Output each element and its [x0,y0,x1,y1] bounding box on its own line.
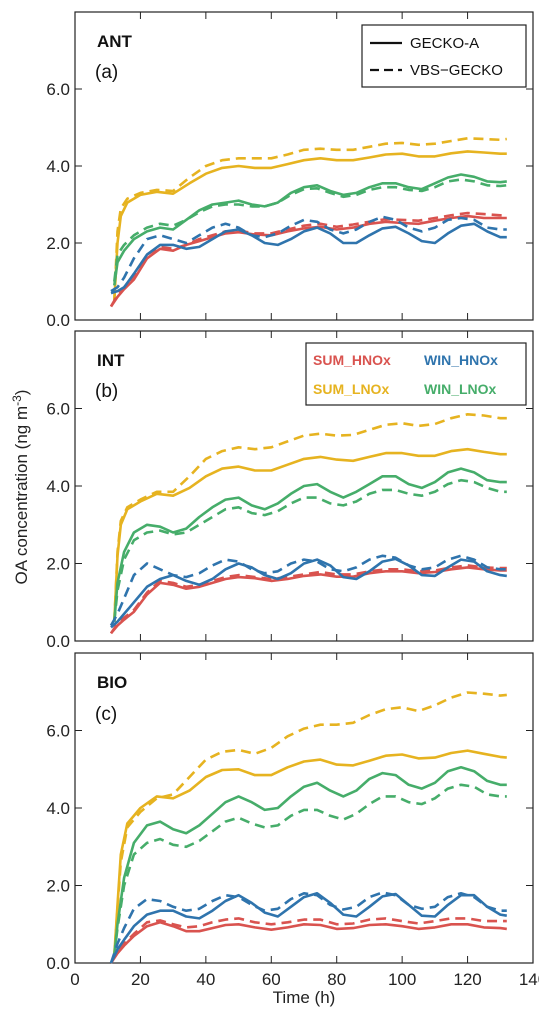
panel-b: 0.0 2.0 4.0 6.0 INT (b) SUM_HNOx WIN_HNOx S… [46,330,534,651]
series-line-b-win-lnox-gecko-a [113,467,507,622]
scenario-legend-box [305,342,527,406]
panel-b-x-ticks [74,331,534,641]
series-line-a-win-lnox-gecko-a [113,173,507,286]
panel-c-letter: (c) [95,704,117,725]
series-line-a-win-hnox-vbs-gecko [110,215,507,293]
series-line-b-win-lnox-vbs-gecko [113,478,507,622]
panel-a-x-ticks [74,12,534,320]
series-line-b-sum-hnox-gecko-a [110,566,507,635]
x-tick-label: 100 [388,970,416,989]
panel-b-y-ticks: 0.0 2.0 4.0 6.0 [46,400,533,651]
x-axis-title: Time (h) [273,988,336,1007]
panel-b-series [109,413,507,635]
series-line-c-win-lnox-vbs-gecko [113,783,507,956]
panel-a-series [109,137,507,308]
x-tick-label: 120 [453,970,481,989]
y-tick-label-a: 6.0 [46,80,70,99]
y-axis-title: OA concentration (ng m-3) [10,390,31,585]
series-line-c-sum-lnox-vbs-gecko [113,691,507,956]
series-line-b-sum-hnox-vbs-gecko [109,564,507,635]
series-line-c-sum-hnox-gecko-a [109,921,507,964]
series-line-a-sum-lnox-gecko-a [113,150,507,301]
panel-c-series [109,691,508,964]
legend-sum-lnox: SUM_LNOx [313,381,389,397]
legend-win-hnox: WIN_HNOx [424,352,498,368]
legend-win-lnox: WIN_LNOx [424,381,497,397]
y-axis-title-sup: -3 [10,395,24,406]
series-line-c-win-hnox-vbs-gecko [109,891,507,964]
series-line-a-win-lnox-vbs-gecko [113,178,507,282]
y-tick-label-c: 6.0 [46,722,70,741]
y-tick-label-b: 0.0 [46,632,70,651]
model-legend: GECKO-A VBS−GECKO [361,24,527,88]
series-line-b-win-hnox-vbs-gecko [109,554,507,627]
y-tick-label-c: 0.0 [46,954,70,973]
legend-sum-hnox: SUM_HNOx [313,352,391,368]
panel-a-y-ticks: 0.0 2.0 4.0 6.0 [46,80,533,330]
y-tick-label-a: 4.0 [46,157,70,176]
series-line-b-sum-lnox-gecko-a [113,447,507,622]
series-line-c-sum-lnox-gecko-a [113,749,507,956]
series-line-a-sum-lnox-vbs-gecko [113,137,507,301]
panel-c-x-ticks: 0 20 40 60 80 100 120 140 [70,653,539,989]
legend-vbs-gecko-label: VBS−GECKO [410,62,503,79]
series-line-b-sum-lnox-vbs-gecko [113,413,507,622]
panel-c-name: BIO [97,673,127,692]
panel-c-y-ticks: 0.0 2.0 4.0 6.0 [46,722,533,973]
x-tick-label: 40 [196,970,215,989]
y-tick-label-a: 2.0 [46,234,70,253]
y-tick-label-b: 6.0 [46,400,70,419]
panel-a-name: ANT [97,32,133,51]
series-line-a-win-hnox-gecko-a [110,222,507,295]
series-line-c-sum-hnox-vbs-gecko [109,917,507,964]
panel-a: 0.0 2.0 4.0 6.0 ANT (a) GECKO-A VBS−GECKO [46,11,534,330]
y-tick-label-b: 2.0 [46,555,70,574]
x-tick-label: 80 [327,970,346,989]
y-tick-label-b: 4.0 [46,477,70,496]
x-tick-label: 60 [262,970,281,989]
legend-gecko-a-label: GECKO-A [410,35,479,52]
y-axis-title-main: OA concentration (ng m [12,406,31,585]
y-tick-label-c: 2.0 [46,877,70,896]
series-line-a-sum-hnox-gecko-a [109,214,507,308]
x-tick-label: 0 [70,970,79,989]
series-line-c-win-lnox-gecko-a [113,766,507,956]
series-line-c-win-hnox-gecko-a [109,892,508,964]
panel-a-letter: (a) [95,62,118,83]
series-line-b-win-hnox-gecko-a [110,557,507,629]
y-tick-label-a: 0.0 [46,311,70,330]
y-tick-label-c: 4.0 [46,799,70,818]
x-tick-label: 20 [131,970,150,989]
scenario-legend: SUM_HNOx WIN_HNOx SUM_LNOx WIN_LNOx [305,342,527,406]
panel-b-letter: (b) [95,381,118,402]
panel-b-name: INT [97,351,125,370]
model-legend-box [361,24,527,88]
y-axis-title-close: ) [12,390,31,396]
x-tick-label: 140 [519,970,539,989]
panel-c: 0.0 2.0 4.0 6.0 0 20 40 60 80 100 120 140 BIO (c) [46,652,539,989]
